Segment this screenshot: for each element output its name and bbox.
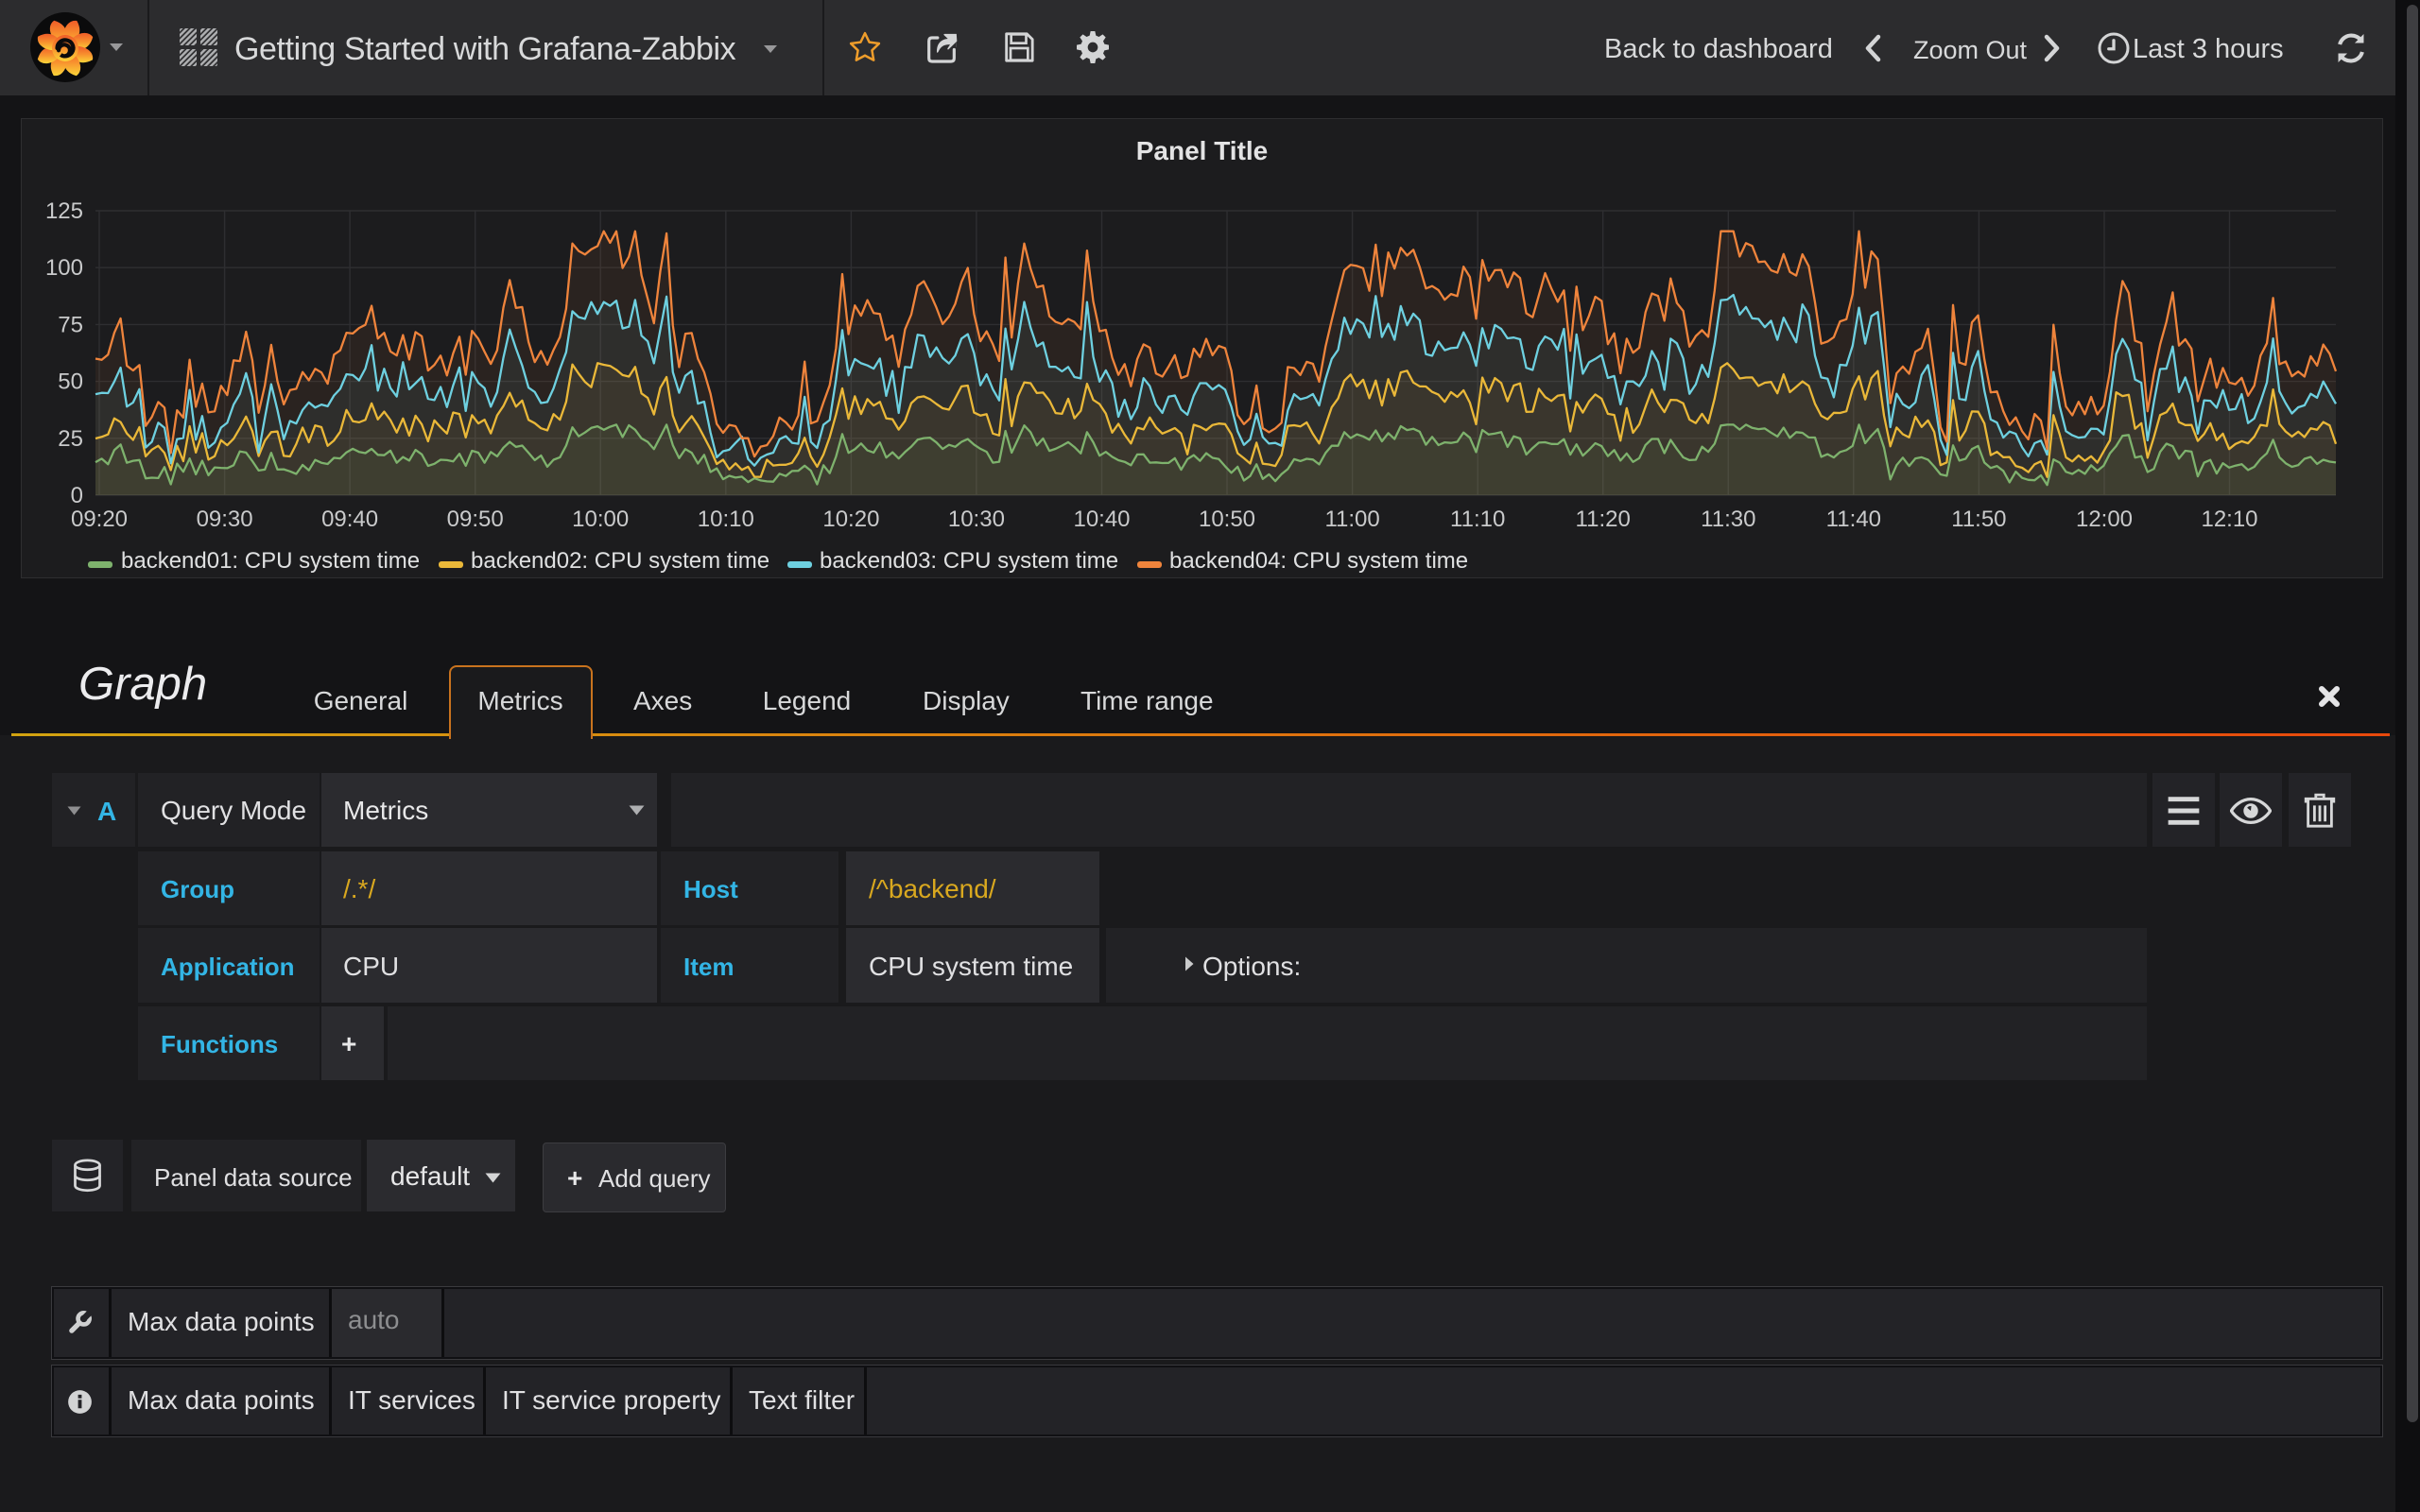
svg-text:11:40: 11:40 (1826, 507, 1881, 532)
svg-text:100: 100 (45, 255, 83, 281)
svg-text:10:50: 10:50 (1199, 507, 1255, 532)
svg-text:0: 0 (71, 483, 83, 508)
svg-text:11:50: 11:50 (1951, 507, 2006, 532)
svg-text:10:20: 10:20 (822, 507, 879, 532)
svg-text:75: 75 (58, 312, 83, 337)
svg-text:09:20: 09:20 (71, 507, 128, 532)
svg-text:11:10: 11:10 (1450, 507, 1505, 532)
svg-text:12:00: 12:00 (2076, 507, 2133, 532)
svg-text:50: 50 (58, 369, 83, 395)
svg-text:25: 25 (58, 426, 83, 452)
svg-text:11:00: 11:00 (1324, 507, 1379, 532)
svg-text:10:10: 10:10 (698, 507, 754, 532)
svg-text:10:00: 10:00 (572, 507, 629, 532)
svg-text:125: 125 (45, 198, 83, 224)
svg-text:12:10: 12:10 (2201, 507, 2257, 532)
svg-text:10:40: 10:40 (1073, 507, 1130, 532)
svg-text:10:30: 10:30 (948, 507, 1005, 532)
svg-text:11:20: 11:20 (1576, 507, 1631, 532)
svg-text:11:30: 11:30 (1701, 507, 1755, 532)
svg-text:09:50: 09:50 (447, 507, 504, 532)
svg-text:09:40: 09:40 (321, 507, 378, 532)
svg-text:09:30: 09:30 (197, 507, 253, 532)
